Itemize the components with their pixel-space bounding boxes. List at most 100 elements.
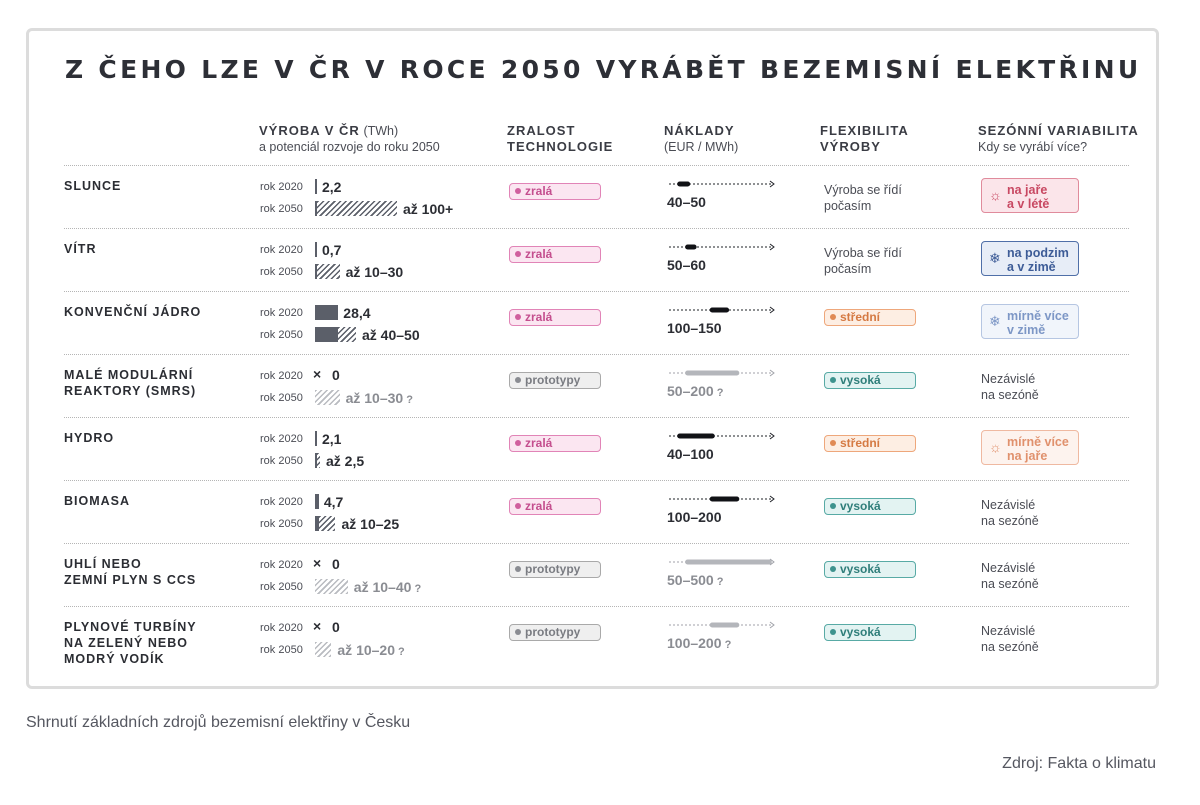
cost-label: 40–50 [667,194,706,210]
bar-2050-potential [315,390,340,405]
table-row: KONVENČNÍ JÁDRO rok 2020 rok 2050 28,4 až 40… [64,291,1129,355]
uncertainty-mark: ? [395,646,405,658]
cost-range: 40–100 [667,430,777,466]
header-seasonal-sub: Kdy se vyrábí více? [978,140,1087,154]
infographic-card: Z ČEHO LZE V ČR V ROCE 2050 VYRÁBĚT BEZE… [26,28,1159,689]
maturity-label: zralá [525,436,552,450]
table-row: HYDRO rok 2020 rok 2050 2,1 až 2,5 zralá 40–10… [64,417,1129,481]
value-2020: 0 [332,367,340,383]
cost-label-text: 50–200 [667,383,714,399]
year-label-2020: rok 2020 [260,559,303,571]
cost-label: 50–200 ? [667,383,724,399]
header-production-bold: VÝROBA V ČR [259,123,360,138]
cost-label-text: 50–500 [667,572,714,588]
zero-marker: × [313,366,321,382]
maturity-label: zralá [525,184,552,198]
header-flexibility-line1: FLEXIBILITA [820,123,909,138]
seasonal-text: Nezávislé na sezóně [981,623,1039,655]
flexibility-text: Výroba se řídí počasím [824,182,902,214]
cost-label: 100–200 ? [667,635,731,651]
value-2050-text: až 10–25 [342,516,400,532]
maturity-label: zralá [525,310,552,324]
source-name: VÍTR [64,241,96,257]
seasonal-badge: ❄ mírně více v zimě [981,304,1079,339]
year-label-2020: rok 2020 [260,622,303,634]
maturity-label: prototypy [525,562,580,576]
source-note: Zdroj: Fakta o klimatu [1002,755,1156,773]
value-2020: 2,2 [322,179,341,195]
seasonal-text: Nezávislé na sezóně [981,560,1039,592]
maturity-badge: zralá [509,498,601,515]
cost-label: 100–200 [667,509,722,525]
header-costs: NÁKLADY (EUR / MWh) [664,123,738,155]
flexibility-badge: vysoká [824,624,916,641]
seasonal-badge: ☼ na jaře a v létě [981,178,1079,213]
year-label-2050: rok 2050 [260,329,303,341]
dot-icon [515,440,521,446]
value-2050-text: až 2,5 [326,453,364,469]
seasonal-badge: ☼ mírně více na jaře [981,430,1079,465]
value-2050: až 40–50 [362,327,420,343]
cost-range: 50–200 ? [667,367,777,403]
table-row: VÍTR rok 2020 rok 2050 0,7 až 10–30 zralá 50–6… [64,228,1129,292]
year-label-2050: rok 2050 [260,644,303,656]
header-flexibility-line2: VÝROBY [820,139,881,154]
source-name: SLUNCE [64,178,121,194]
source-name: UHLÍ NEBO ZEMNÍ PLYN S CCS [64,556,196,588]
uncertainty-mark: ? [714,576,724,588]
table-row: SLUNCE rok 2020 rok 2050 2,2 až 100+ zralá 40–… [64,165,1129,229]
zero-marker: × [313,618,321,634]
header-maturity-line1: ZRALOST [507,123,575,138]
flexibility-badge: střední [824,309,916,326]
page-title: Z ČEHO LZE V ČR V ROCE 2050 VYRÁBĚT BEZE… [65,55,1141,84]
dot-icon [515,629,521,635]
dot-icon [515,251,521,257]
flexibility-label: vysoká [840,499,881,513]
bar-2050-potential [319,516,336,531]
seasonal-label: mírně více na jaře [1007,435,1069,463]
flexibility-badge: vysoká [824,372,916,389]
flexibility-badge: střední [824,435,916,452]
cost-label-text: 50–60 [667,257,706,273]
flexibility-label: vysoká [840,562,881,576]
maturity-badge: zralá [509,246,601,263]
bar-2050-potential [315,642,331,657]
bar-2050-potential [317,264,340,279]
bar-2050-potential [315,579,348,594]
maturity-label: zralá [525,499,552,513]
cost-range: 100–200 ? [667,619,777,655]
seasonal-label: na jaře a v létě [1007,183,1049,211]
maturity-badge: prototypy [509,372,601,389]
value-2050: až 2,5 [326,453,364,469]
uncertainty-mark: ? [722,639,732,651]
dot-icon [515,188,521,194]
value-2050: až 10–30 [346,264,404,280]
cost-scale [667,304,777,316]
seasonal-badge: ❄ na podzim a v zimě [981,241,1079,276]
maturity-badge: zralá [509,435,601,452]
cost-range: 50–500 ? [667,556,777,592]
year-label-2020: rok 2020 [260,370,303,382]
dot-icon [515,566,521,572]
header-production: VÝROBA V ČR (TWh) a potenciál rozvoje do… [259,123,440,155]
value-2020: 0 [332,556,340,572]
cost-range: 100–150 [667,304,777,340]
maturity-badge: zralá [509,309,601,326]
value-2050-text: až 10–40 [354,579,412,595]
table-row: PLYNOVÉ TURBÍNY NA ZELENÝ NEBO MODRÝ VOD… [64,606,1129,670]
bar-2020 [315,242,317,257]
cost-scale [667,367,777,379]
header-production-unit: (TWh) [363,124,398,138]
seasonal-label: na podzim a v zimě [1007,246,1069,274]
table-row: BIOMASA rok 2020 rok 2050 4,7 až 10–25 zralá 1… [64,480,1129,544]
year-label-2050: rok 2050 [260,392,303,404]
uncertainty-mark: ? [411,583,421,595]
source-name: PLYNOVÉ TURBÍNY NA ZELENÝ NEBO MODRÝ VOD… [64,619,197,667]
value-2020: 28,4 [343,305,370,321]
year-label-2020: rok 2020 [260,244,303,256]
cost-scale [667,241,777,253]
value-2050-text: až 40–50 [362,327,420,343]
cost-label: 50–60 [667,257,706,273]
uncertainty-mark: ? [403,394,413,406]
seasonal-label: mírně více v zimě [1007,309,1069,337]
